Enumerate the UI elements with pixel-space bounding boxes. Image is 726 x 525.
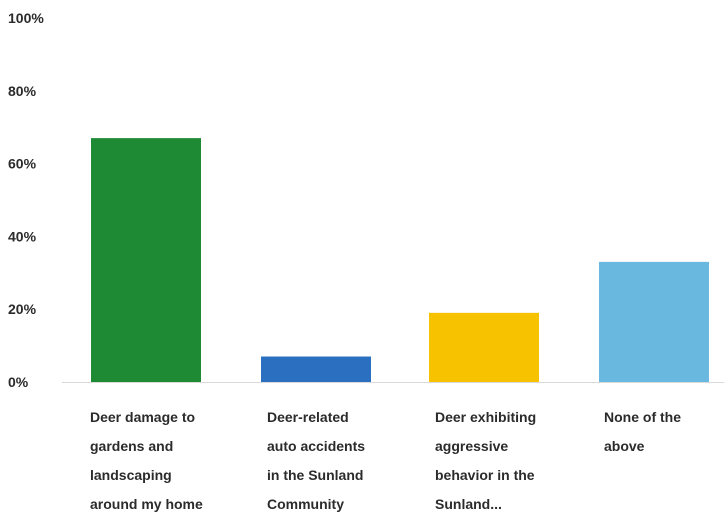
y-tick-label: 40% (8, 228, 37, 244)
x-category-label-line: None of the (604, 409, 681, 425)
x-category-label-line: gardens and (90, 438, 173, 454)
y-tick-label: 100% (8, 10, 44, 26)
x-axis: Deer damage to gardens and landscaping arou… (90, 409, 681, 512)
x-category-label-line: in the Sunland (267, 467, 363, 483)
x-category-label-line: Sunland... (435, 496, 502, 512)
x-category-label-line: above (604, 438, 645, 454)
x-category-label-line: auto accidents (267, 438, 365, 454)
bars (91, 138, 709, 382)
x-category-label: None of the above (604, 409, 681, 454)
x-category-label-line: Deer damage to (90, 409, 195, 425)
x-category-label-line: Community (267, 496, 344, 512)
bar (91, 138, 201, 382)
bar (261, 356, 371, 382)
x-category-label: Deer exhibiting aggressive behavior in the… (435, 409, 536, 512)
x-category-label: Deer-related auto accidents in the Sunland… (267, 409, 365, 512)
bar (599, 261, 709, 382)
y-tick-label: 20% (8, 301, 37, 317)
x-category-label-line: aggressive (435, 438, 508, 454)
x-category-label-line: Deer exhibiting (435, 409, 536, 425)
x-category-label-line: behavior in the (435, 467, 535, 483)
x-category-label: Deer damage to gardens and landscaping arou… (90, 409, 203, 512)
y-tick-label: 80% (8, 83, 37, 99)
bar (429, 312, 539, 382)
y-axis: 0% 20% 40% 60% 80% 100% (8, 10, 44, 390)
y-tick-label: 0% (8, 374, 29, 390)
x-category-label-line: Deer-related (267, 409, 349, 425)
x-category-label-line: around my home (90, 496, 203, 512)
x-category-label-line: landscaping (90, 467, 172, 483)
y-tick-label: 60% (8, 156, 37, 172)
